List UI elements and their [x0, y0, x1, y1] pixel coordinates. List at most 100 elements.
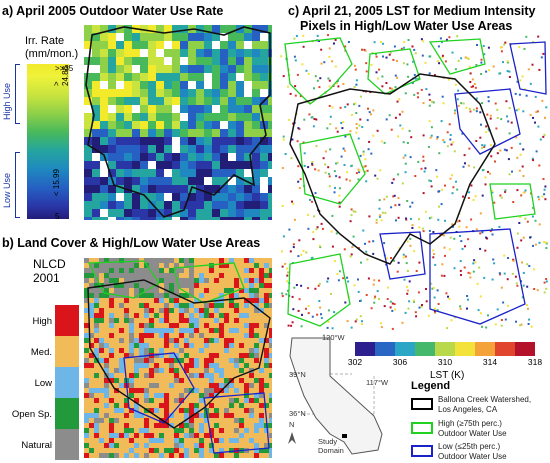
- landcover-cell: [84, 363, 89, 368]
- landcover-cell: [229, 263, 234, 268]
- landcover-cell: [159, 453, 164, 458]
- landcover-cell: [89, 328, 94, 333]
- lst-pixel: [545, 280, 548, 283]
- lst-pixel: [335, 127, 338, 130]
- landcover-cell: [224, 348, 229, 353]
- landcover-cell: [239, 323, 244, 328]
- landcover-cell: [149, 278, 154, 283]
- landcover-cell: [179, 358, 184, 363]
- landcover-cell: [184, 273, 189, 278]
- california-outline: [289, 337, 383, 455]
- landcover-cell: [129, 358, 134, 363]
- landcover-cell: [144, 428, 149, 433]
- rate-cell: [164, 81, 172, 89]
- lst-pixel: [467, 164, 470, 167]
- landcover-cell: [214, 308, 219, 313]
- rate-cell: [116, 41, 124, 49]
- rate-cell: [164, 89, 172, 97]
- lst-pixel: [523, 47, 526, 50]
- landcover-cell: [129, 433, 134, 438]
- lst-pixel: [441, 56, 444, 59]
- lst-pixel: [524, 189, 527, 192]
- landcover-cell: [124, 438, 129, 443]
- lst-pixel: [308, 113, 311, 116]
- lst-pixel: [316, 313, 319, 316]
- landcover-cell: [254, 413, 259, 418]
- lst-pixel: [502, 61, 504, 64]
- landcover-cell: [179, 338, 184, 343]
- lst-pixel: [286, 280, 289, 283]
- rate-cell: [252, 217, 260, 220]
- rate-cell: [228, 209, 236, 217]
- landcover-cell: [124, 448, 129, 453]
- landcover-cell: [249, 413, 254, 418]
- lst-pixel: [437, 45, 440, 48]
- landcover-cell: [189, 423, 194, 428]
- landcover-cell: [94, 403, 99, 408]
- landcover-cell: [124, 423, 129, 428]
- landcover-cell: [224, 258, 229, 263]
- landcover-cell: [154, 303, 159, 308]
- lst-pixel: [439, 37, 442, 40]
- landcover-cell: [254, 293, 259, 298]
- landcover-cell: [99, 443, 104, 448]
- lst-pixel: [367, 277, 370, 280]
- landcover-cell: [89, 413, 94, 418]
- landcover-cell: [159, 443, 164, 448]
- landcover-cell: [224, 358, 229, 363]
- lst-pixel: [428, 72, 431, 75]
- landcover-cell: [209, 453, 214, 458]
- lst-pixel: [286, 267, 289, 270]
- landcover-cell: [89, 363, 94, 368]
- landcover-cell: [94, 388, 99, 393]
- rate-cell: [220, 65, 228, 73]
- landcover-cell: [114, 448, 119, 453]
- landcover-cell: [244, 273, 249, 278]
- landcover-cell: [114, 298, 119, 303]
- landcover-cell: [189, 343, 194, 348]
- lst-pixel: [404, 92, 407, 95]
- landcover-cell: [84, 308, 89, 313]
- landcover-cell: [249, 338, 254, 343]
- rate-cell: [116, 25, 124, 33]
- lst-pixel: [451, 174, 453, 177]
- lst-pixel: [368, 240, 371, 243]
- lst-pixel: [358, 171, 361, 174]
- landcover-cell: [119, 313, 124, 318]
- lst-pixel: [465, 106, 468, 109]
- landcover-cell: [139, 438, 144, 443]
- lst-pixel: [358, 169, 361, 172]
- landcover-cell: [164, 333, 169, 338]
- lst-pixel: [315, 145, 318, 148]
- lst-pixel: [397, 216, 400, 219]
- landcover-cell: [169, 353, 174, 358]
- landcover-cell: [164, 383, 169, 388]
- landcover-cell: [164, 268, 169, 273]
- landcover-cell: [89, 373, 94, 378]
- lst-pixel: [364, 242, 366, 245]
- landcover-cell: [244, 418, 249, 423]
- landcover-cell: [109, 418, 114, 423]
- lst-pixel: [465, 226, 468, 229]
- landcover-cell: [204, 298, 209, 303]
- lst-pixel: [305, 251, 308, 254]
- landcover-cell: [209, 393, 214, 398]
- lst-pixel: [400, 47, 403, 50]
- rate-cell: [164, 129, 172, 137]
- landcover-cell: [234, 388, 239, 393]
- lst-pixel: [286, 274, 289, 277]
- landcover-cell: [244, 408, 249, 413]
- lst-pixel: [281, 292, 284, 295]
- landcover-cell: [184, 303, 189, 308]
- landcover-cell: [129, 298, 134, 303]
- landcover-cell: [209, 348, 214, 353]
- rate-cell: [252, 81, 260, 89]
- lst-pixel: [446, 145, 449, 148]
- lst-pixel: [327, 320, 330, 323]
- landcover-cell: [189, 258, 194, 263]
- lst-pixel: [347, 134, 350, 137]
- lst-pixel: [498, 72, 501, 75]
- landcover-cell: [99, 413, 104, 418]
- landcover-cell: [179, 448, 184, 453]
- landcover-cell: [174, 348, 179, 353]
